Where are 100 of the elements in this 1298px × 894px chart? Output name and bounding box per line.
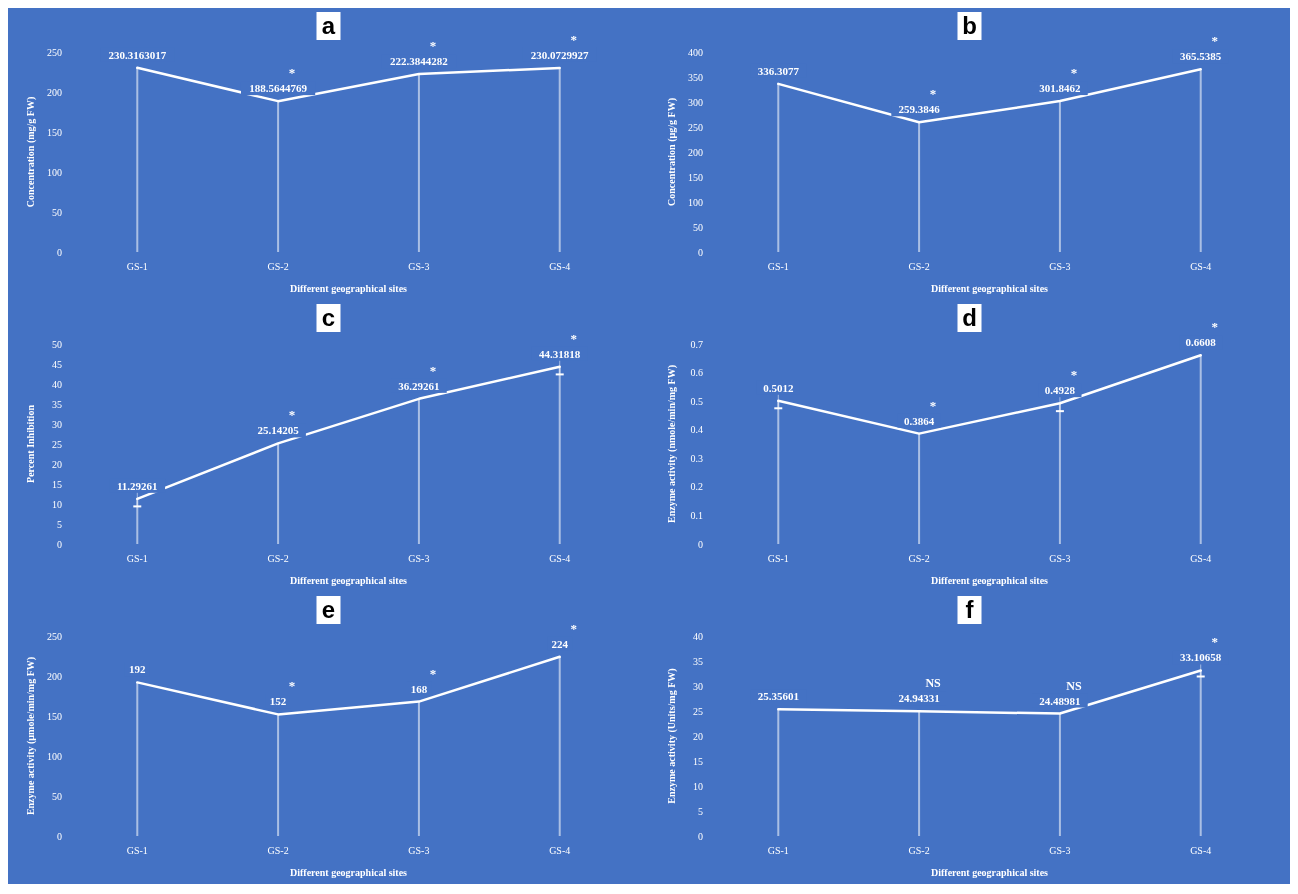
- x-axis-title: Different geographical sites: [930, 575, 1049, 586]
- bar: [1058, 713, 1061, 836]
- bar: [918, 711, 921, 836]
- x-tick-label: GS-1: [767, 553, 789, 564]
- x-tick-label: GS-2: [267, 845, 289, 856]
- x-tick-label: GS-2: [908, 553, 930, 564]
- bar: [1199, 670, 1202, 836]
- y-tick-label: 20: [693, 730, 703, 742]
- data-label: 0.6608: [1185, 336, 1217, 349]
- y-tick-label: 0.5: [690, 395, 703, 407]
- x-tick-label: GS-2: [908, 845, 930, 856]
- x-tick-label: GS-4: [549, 845, 571, 856]
- line-series: [136, 66, 561, 103]
- data-label: 36.29261: [398, 379, 440, 392]
- bar: [777, 83, 780, 252]
- data-label: 44.31818: [539, 347, 581, 360]
- annotation: *: [429, 665, 437, 681]
- annotation: *: [570, 31, 577, 47]
- data-label: 224: [551, 637, 569, 650]
- bar: [136, 682, 139, 836]
- x-tick-label: GS-3: [408, 845, 430, 856]
- bar: [1199, 355, 1202, 544]
- x-tick-label: GS-2: [267, 261, 289, 272]
- data-label: 301.8462: [1039, 82, 1082, 95]
- y-tick-label: 35: [52, 398, 62, 410]
- y-tick-label: 5: [57, 518, 62, 530]
- x-axis-title: Different geographical sites: [289, 283, 408, 294]
- data-label: 168: [410, 682, 428, 695]
- data-label: 230.0729927: [530, 48, 590, 61]
- x-tick-label: GS-4: [1190, 553, 1212, 564]
- x-tick-label: GS-1: [767, 845, 789, 856]
- annotation: NS: [1066, 678, 1082, 693]
- y-tick-label: 400: [688, 46, 703, 58]
- bar: [777, 709, 780, 836]
- y-tick-label: 5: [698, 805, 703, 817]
- x-tick-label: GS-1: [767, 261, 789, 272]
- data-label: 230.3163017: [108, 48, 167, 61]
- annotation: *: [1211, 33, 1218, 49]
- annotation: *: [429, 362, 437, 378]
- x-tick-label: GS-3: [408, 553, 430, 564]
- y-tick-label: 150: [47, 710, 62, 722]
- data-label: 192: [129, 663, 147, 676]
- y-tick-label: 250: [47, 46, 62, 58]
- data-label: 33.10658: [1180, 651, 1222, 664]
- x-tick-label: GS-1: [126, 553, 148, 564]
- bar: [918, 433, 921, 544]
- data-label: 25.35601: [757, 690, 799, 703]
- bar: [277, 443, 280, 544]
- bar: [558, 366, 561, 544]
- y-tick-label: 50: [52, 790, 62, 802]
- bar: [277, 714, 280, 836]
- annotation: *: [1070, 65, 1078, 81]
- data-label: 188.5644769: [249, 82, 308, 95]
- x-tick-label: GS-4: [1190, 261, 1212, 272]
- data-label: 11.29261: [116, 479, 158, 492]
- x-axis-title: Different geographical sites: [930, 283, 1049, 294]
- y-tick-label: 300: [688, 96, 703, 108]
- y-tick-label: 0.6: [690, 367, 703, 379]
- y-tick-label: 20: [52, 458, 62, 470]
- y-tick-label: 0.1: [690, 509, 703, 521]
- y-tick-label: 350: [688, 71, 703, 83]
- x-tick-label: GS-2: [908, 261, 930, 272]
- chart-title: c: [321, 304, 336, 331]
- y-tick-label: 200: [47, 670, 62, 682]
- x-tick-label: GS-2: [267, 553, 289, 564]
- bar: [417, 398, 420, 544]
- y-tick-label: 200: [688, 146, 703, 158]
- y-tick-label: 200: [47, 86, 62, 98]
- y-tick-label: 25: [693, 705, 703, 717]
- y-tick-label: 0.7: [690, 338, 703, 350]
- annotation: *: [929, 397, 937, 413]
- y-tick-label: 100: [47, 166, 62, 178]
- chart-title: e: [321, 596, 336, 623]
- y-tick-label: 15: [52, 478, 62, 490]
- data-label: 336.3077: [757, 64, 800, 77]
- data-label: 222.3844282: [390, 55, 449, 68]
- data-label: 0.3864: [903, 414, 935, 427]
- y-tick-label: 10: [693, 780, 703, 792]
- annotation: *: [570, 330, 577, 346]
- y-tick-label: 0.2: [690, 481, 703, 493]
- y-tick-label: 0.4: [690, 424, 703, 436]
- annotation: *: [1211, 634, 1218, 650]
- y-tick-label: 0: [698, 538, 703, 550]
- y-tick-label: 0: [57, 538, 62, 550]
- y-axis-title: Concentration (mg/g FW): [25, 96, 37, 208]
- y-tick-label: 100: [688, 196, 703, 208]
- x-tick-label: GS-4: [549, 261, 571, 272]
- data-label: 24.94331: [898, 692, 940, 705]
- x-tick-label: GS-1: [126, 261, 148, 272]
- annotation: *: [1070, 367, 1078, 383]
- annotation: *: [570, 620, 577, 636]
- y-tick-label: 30: [693, 680, 703, 692]
- y-tick-label: 250: [688, 121, 703, 133]
- x-axis-title: Different geographical sites: [289, 867, 408, 878]
- x-axis-title: Different geographical sites: [930, 867, 1049, 878]
- y-tick-label: 25: [52, 438, 62, 450]
- y-tick-label: 0: [57, 830, 62, 842]
- y-tick-label: 0.3: [690, 452, 703, 464]
- y-tick-label: 100: [47, 750, 62, 762]
- data-label: 0.5012: [763, 381, 794, 394]
